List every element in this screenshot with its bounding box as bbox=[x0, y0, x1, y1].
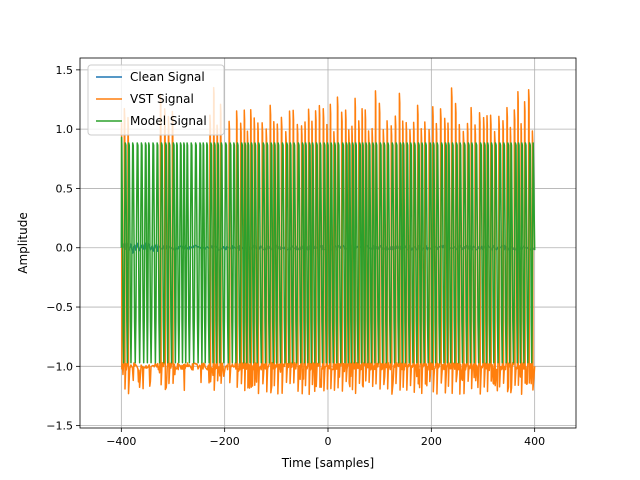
y-axis-label: Amplitude bbox=[16, 212, 30, 274]
y-tick-label: −1.0 bbox=[46, 360, 73, 373]
y-tick-label: 0.0 bbox=[56, 242, 74, 255]
y-axis-ticks: −1.5 −1.0 −0.5 0.0 0.5 1.0 1.5 bbox=[46, 64, 80, 433]
y-tick-label: −1.5 bbox=[46, 420, 73, 433]
y-tick-label: 0.5 bbox=[56, 182, 74, 195]
series-line-model-signal bbox=[120, 136, 536, 364]
legend-label: Model Signal bbox=[130, 114, 207, 128]
x-tick-label: −400 bbox=[106, 435, 136, 448]
legend-label: VST Signal bbox=[130, 92, 194, 106]
x-axis-ticks: −400 −200 0 200 400 bbox=[106, 428, 545, 448]
x-tick-label: −200 bbox=[210, 435, 240, 448]
y-tick-label: 1.5 bbox=[56, 64, 74, 77]
y-tick-label: −0.5 bbox=[46, 301, 73, 314]
y-tick-label: 1.0 bbox=[56, 123, 74, 136]
x-axis-label: Time [samples] bbox=[281, 456, 374, 470]
x-tick-label: 200 bbox=[421, 435, 442, 448]
x-tick-label: 400 bbox=[524, 435, 545, 448]
legend: Clean Signal VST Signal Model Signal bbox=[87, 64, 225, 136]
x-tick-label: 0 bbox=[325, 435, 332, 448]
legend-label: Clean Signal bbox=[130, 70, 205, 84]
legend-box bbox=[87, 64, 225, 136]
